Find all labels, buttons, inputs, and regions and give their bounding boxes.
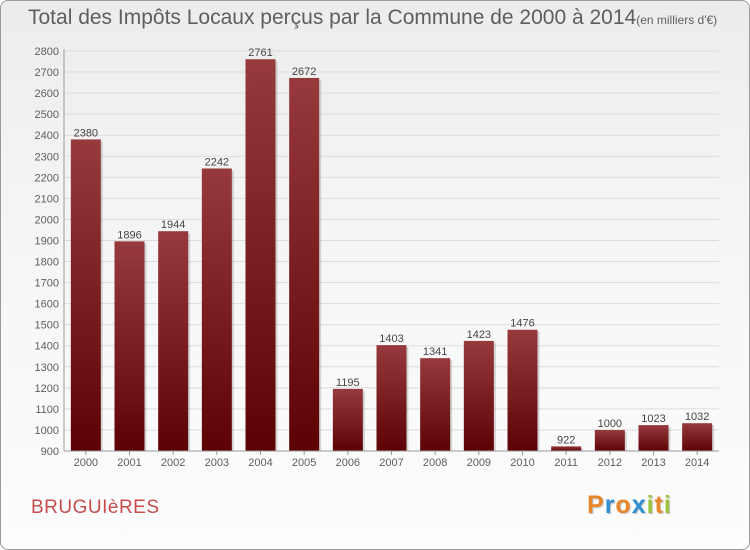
value-label: 2672 xyxy=(292,66,316,78)
y-tick-label: 2800 xyxy=(35,46,59,58)
value-label: 1341 xyxy=(423,346,447,358)
axes xyxy=(63,49,719,455)
y-tick-label: 2300 xyxy=(35,151,59,163)
value-label: 922 xyxy=(557,434,575,446)
y-tick-label: 2100 xyxy=(35,193,59,205)
y-tick-label: 1800 xyxy=(35,257,59,269)
logo-letter: x xyxy=(631,491,647,519)
y-tick-label: 1300 xyxy=(35,362,59,374)
x-tick-label: 2009 xyxy=(467,457,491,469)
bar-2013 xyxy=(638,425,669,451)
bar-2010 xyxy=(507,329,538,451)
bar-2014 xyxy=(682,423,713,451)
x-tick-label: 2001 xyxy=(117,457,141,469)
y-tick-label: 1400 xyxy=(35,341,59,353)
y-tick-label: 2600 xyxy=(35,88,59,100)
value-label: 1032 xyxy=(685,411,709,423)
chart-title: Total des Impôts Locaux perçus par la Co… xyxy=(28,6,717,30)
bar-2005 xyxy=(289,77,320,452)
y-tick-label: 2400 xyxy=(35,130,59,142)
logo-letter: i xyxy=(646,491,655,519)
labels: 900 1000 1100 1200 1300 1400 1500 1600 1700 1800 1… xyxy=(35,46,710,469)
logo-letter: r xyxy=(604,491,616,519)
y-tick-label: 900 xyxy=(41,446,59,458)
value-label: 1403 xyxy=(379,333,403,345)
bar-2000 xyxy=(70,139,101,451)
y-tick-label: 2000 xyxy=(35,214,59,226)
value-label: 2242 xyxy=(205,156,229,168)
y-tick-label: 1700 xyxy=(35,278,59,290)
logo-letter: t xyxy=(654,491,664,519)
bar-2004 xyxy=(245,59,276,452)
bar-2003 xyxy=(201,168,232,451)
bar-2006 xyxy=(332,388,363,451)
x-tick-label: 2002 xyxy=(161,457,185,469)
x-tick-label: 2012 xyxy=(598,457,622,469)
y-tick-label: 1500 xyxy=(35,320,59,332)
y-tick-label: 1100 xyxy=(35,404,59,416)
value-label: 1000 xyxy=(598,418,622,430)
bar-2008 xyxy=(420,358,451,451)
y-tick-label: 1000 xyxy=(35,425,59,437)
y-tick-label: 1200 xyxy=(35,383,59,395)
y-tick-label: 2500 xyxy=(35,109,59,121)
y-tick-label: 1600 xyxy=(35,299,59,311)
value-label: 1476 xyxy=(510,318,534,330)
value-label: 1944 xyxy=(161,219,185,231)
y-tick-label: 1900 xyxy=(35,235,59,247)
bars xyxy=(70,59,715,452)
bar-2002 xyxy=(158,231,189,451)
commune-name: BRUGUIèRES xyxy=(31,497,160,518)
logo-letter: o xyxy=(615,491,632,519)
value-label: 1423 xyxy=(467,329,491,341)
y-tick-label: 2200 xyxy=(35,172,59,184)
value-label: 1023 xyxy=(641,413,665,425)
value-label: 1896 xyxy=(117,229,141,241)
value-label: 2380 xyxy=(74,127,98,139)
bar-2007 xyxy=(376,345,407,451)
bar-2001 xyxy=(114,241,145,451)
logo-letter: i xyxy=(663,491,672,519)
proxiti-logo: Proxiti xyxy=(587,491,672,520)
x-tick-label: 2006 xyxy=(336,457,360,469)
bar-2012 xyxy=(594,429,625,451)
x-tick-label: 2004 xyxy=(248,457,272,469)
x-tick-label: 2005 xyxy=(292,457,316,469)
value-label: 1195 xyxy=(336,377,360,389)
chart-title-main: Total des Impôts Locaux perçus par la Co… xyxy=(28,6,637,29)
x-tick-label: 2000 xyxy=(74,457,98,469)
x-tick-label: 2007 xyxy=(379,457,403,469)
value-label: 2761 xyxy=(248,47,272,59)
x-tick-label: 2008 xyxy=(423,457,447,469)
x-tick-label: 2013 xyxy=(641,457,665,469)
x-tick-label: 2010 xyxy=(510,457,534,469)
y-tick-label: 2700 xyxy=(35,67,59,79)
x-tick-label: 2003 xyxy=(205,457,229,469)
bar-2011 xyxy=(551,446,582,451)
chart-title-unit: (en milliers d'€) xyxy=(636,13,718,27)
bar-2009 xyxy=(463,340,494,451)
x-tick-label: 2014 xyxy=(685,457,709,469)
x-tick-label: 2011 xyxy=(554,457,578,469)
logo-letter: P xyxy=(587,491,605,519)
